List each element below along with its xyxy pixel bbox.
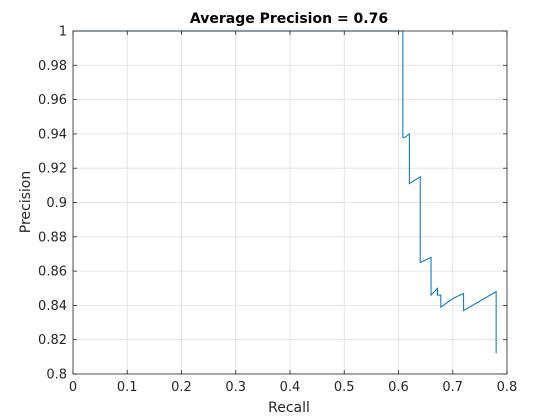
x-tick-label: 0 (69, 380, 77, 395)
data-series (73, 30, 497, 354)
x-tick-label: 0.5 (334, 380, 355, 395)
y-axis-label: Precision (18, 171, 34, 233)
y-tick-label: 0.8 (46, 368, 67, 383)
y-tick-label: 0.84 (38, 299, 67, 314)
y-tick-label: 0.9 (46, 196, 67, 211)
y-tick-label: 0.96 (38, 93, 67, 108)
y-tick-label: 0.88 (38, 230, 67, 245)
x-tick-label: 0.1 (117, 380, 138, 395)
x-tick-label: 0.4 (280, 380, 301, 395)
axis-ticks: 0 0.1 0.2 0.3 0.4 0.5 0.6 0.7 0.8 0.8 0.82 0.84 0.86… (38, 25, 517, 396)
y-tick-label: 0.86 (38, 265, 67, 280)
x-tick-label: 0.2 (171, 380, 192, 395)
x-tick-label: 0.6 (388, 380, 409, 395)
x-tick-label: 0.3 (225, 380, 246, 395)
chart-title: Average Precision = 0.76 (190, 11, 388, 27)
y-tick-label: 0.98 (38, 59, 67, 74)
y-tick-label: 0.94 (38, 127, 67, 142)
y-tick-label: 0.92 (38, 162, 67, 177)
x-tick-label: 0.7 (442, 380, 463, 395)
x-tick-label: 0.8 (497, 380, 518, 395)
grid-lines (72, 30, 508, 375)
precision-recall-curve (73, 30, 497, 354)
y-tick-label: 0.82 (38, 333, 67, 348)
x-axis-label: Recall (268, 400, 310, 416)
y-tick-label: 1 (59, 25, 67, 40)
